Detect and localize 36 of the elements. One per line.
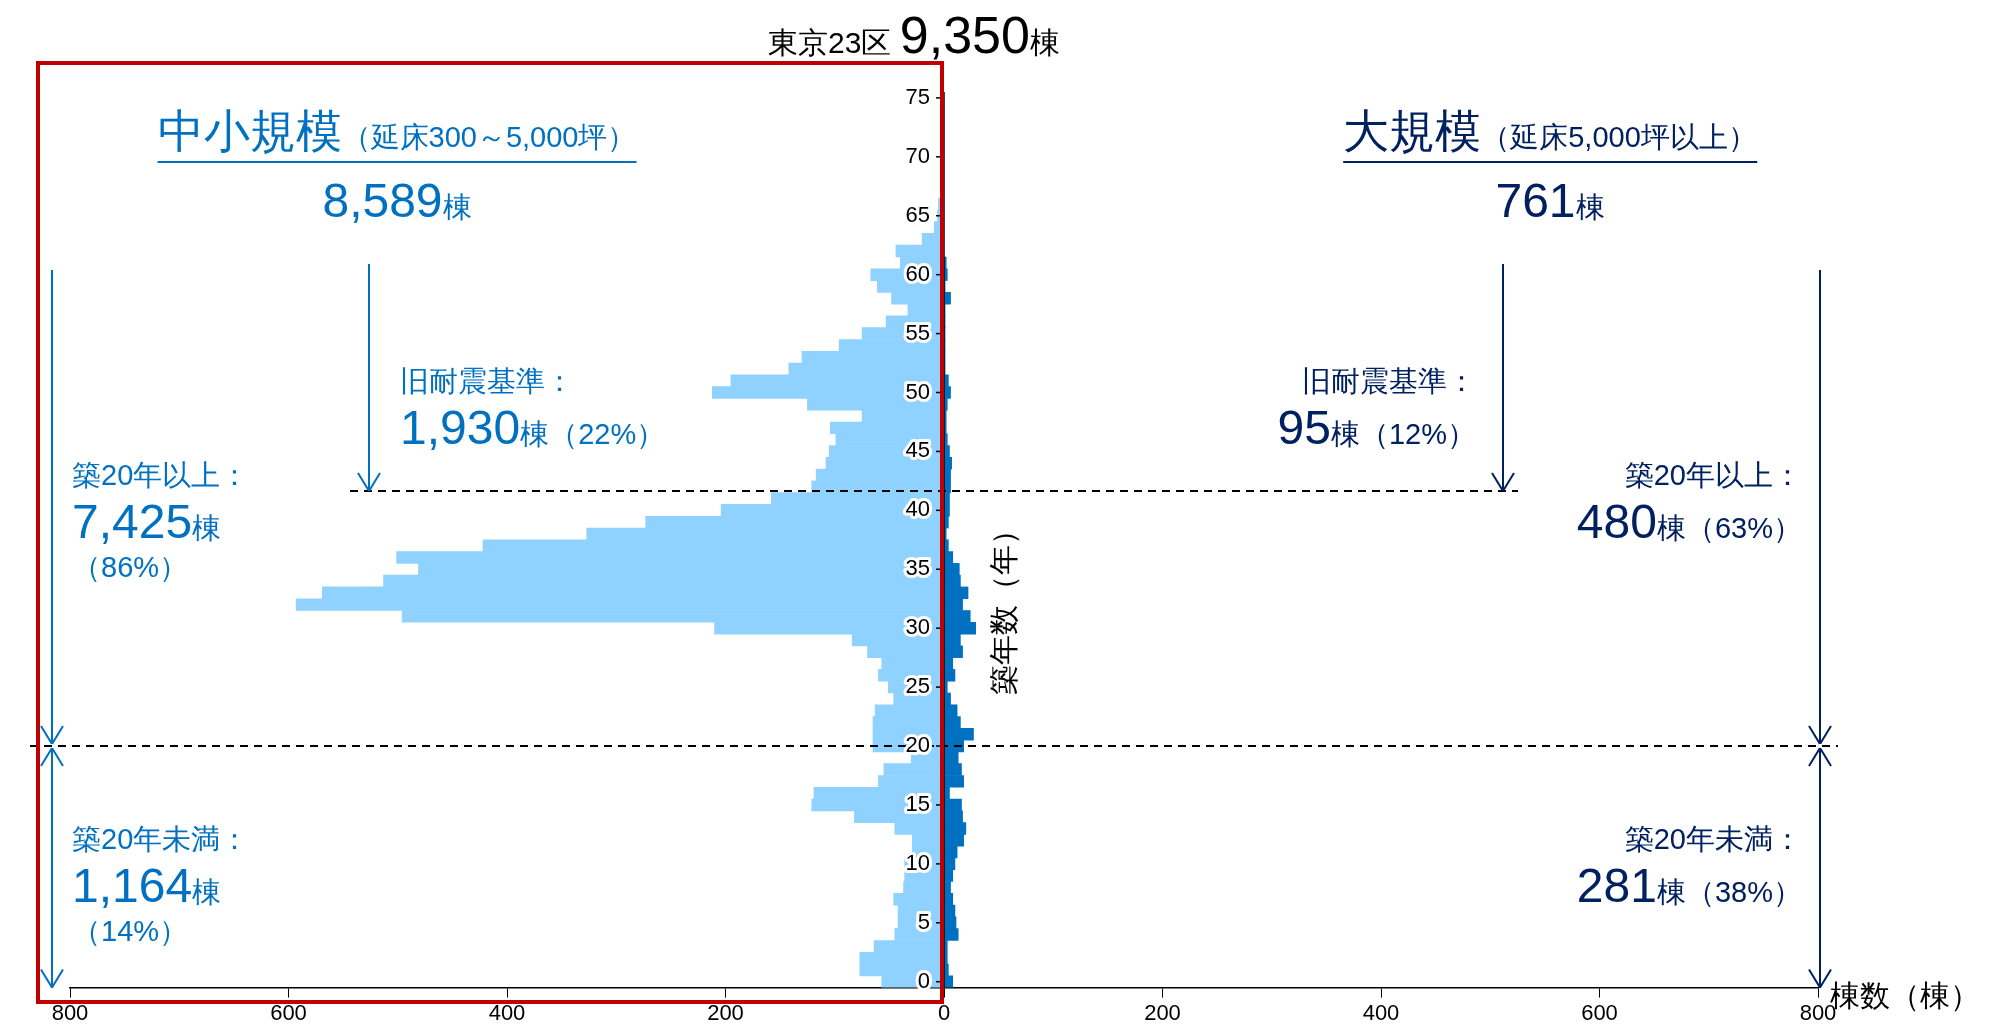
- y-tick-label: 15: [905, 791, 930, 817]
- annotation: 中小規模（延床300～5,000坪）: [157, 105, 637, 157]
- y-tick-label: 10: [905, 849, 930, 875]
- y-tick-label: 75: [905, 83, 930, 109]
- y-tick-label: 70: [905, 142, 930, 168]
- x-tick-label: 400: [488, 999, 526, 1025]
- y-tick-label: 30: [905, 614, 930, 640]
- y-tick-label: 55: [905, 319, 930, 345]
- x-tick-label: 600: [1581, 999, 1618, 1025]
- x-tick-label: 800: [51, 999, 89, 1025]
- y-axis-title: 築年数（年）: [986, 514, 1021, 695]
- annotation: 761棟: [1495, 173, 1605, 229]
- annotation: 築20年以上：480棟（63%）: [1576, 458, 1802, 550]
- x-tick-label: 600: [270, 999, 307, 1025]
- annotation: 旧耐震基準：1,930棟（22%）: [400, 364, 666, 456]
- x-tick-label: 200: [1144, 999, 1181, 1025]
- y-tick-label: 50: [905, 378, 930, 404]
- y-tick-label: 20: [905, 732, 930, 758]
- annotation: 築20年未満：281棟（38%）: [1576, 822, 1802, 914]
- chart-title: 東京23区 9,350棟: [768, 5, 1060, 66]
- y-tick-label: 45: [905, 437, 930, 463]
- y-tick-label: 5: [917, 908, 930, 934]
- annotation: 旧耐震基準：95棟（12%）: [1277, 364, 1476, 456]
- annotation: 築20年未満：1,164棟（14%）: [72, 822, 250, 950]
- y-tick-label: 35: [905, 555, 930, 581]
- y-tick-label: 25: [905, 673, 930, 699]
- x-tick-label: 400: [1362, 999, 1400, 1025]
- y-tick-label: 60: [905, 260, 930, 286]
- y-tick-label: 0: [917, 967, 930, 993]
- y-tick-label: 40: [905, 496, 930, 522]
- x-tick-label: 200: [707, 999, 744, 1025]
- y-tick-label: 65: [905, 201, 930, 227]
- annotation: 築20年以上：7,425棟（86%）: [72, 458, 250, 586]
- annotation: 大規模（延床5,000坪以上）: [1343, 105, 1757, 157]
- x-tick-label: 0: [937, 999, 951, 1025]
- annotation: 8,589棟: [322, 173, 472, 229]
